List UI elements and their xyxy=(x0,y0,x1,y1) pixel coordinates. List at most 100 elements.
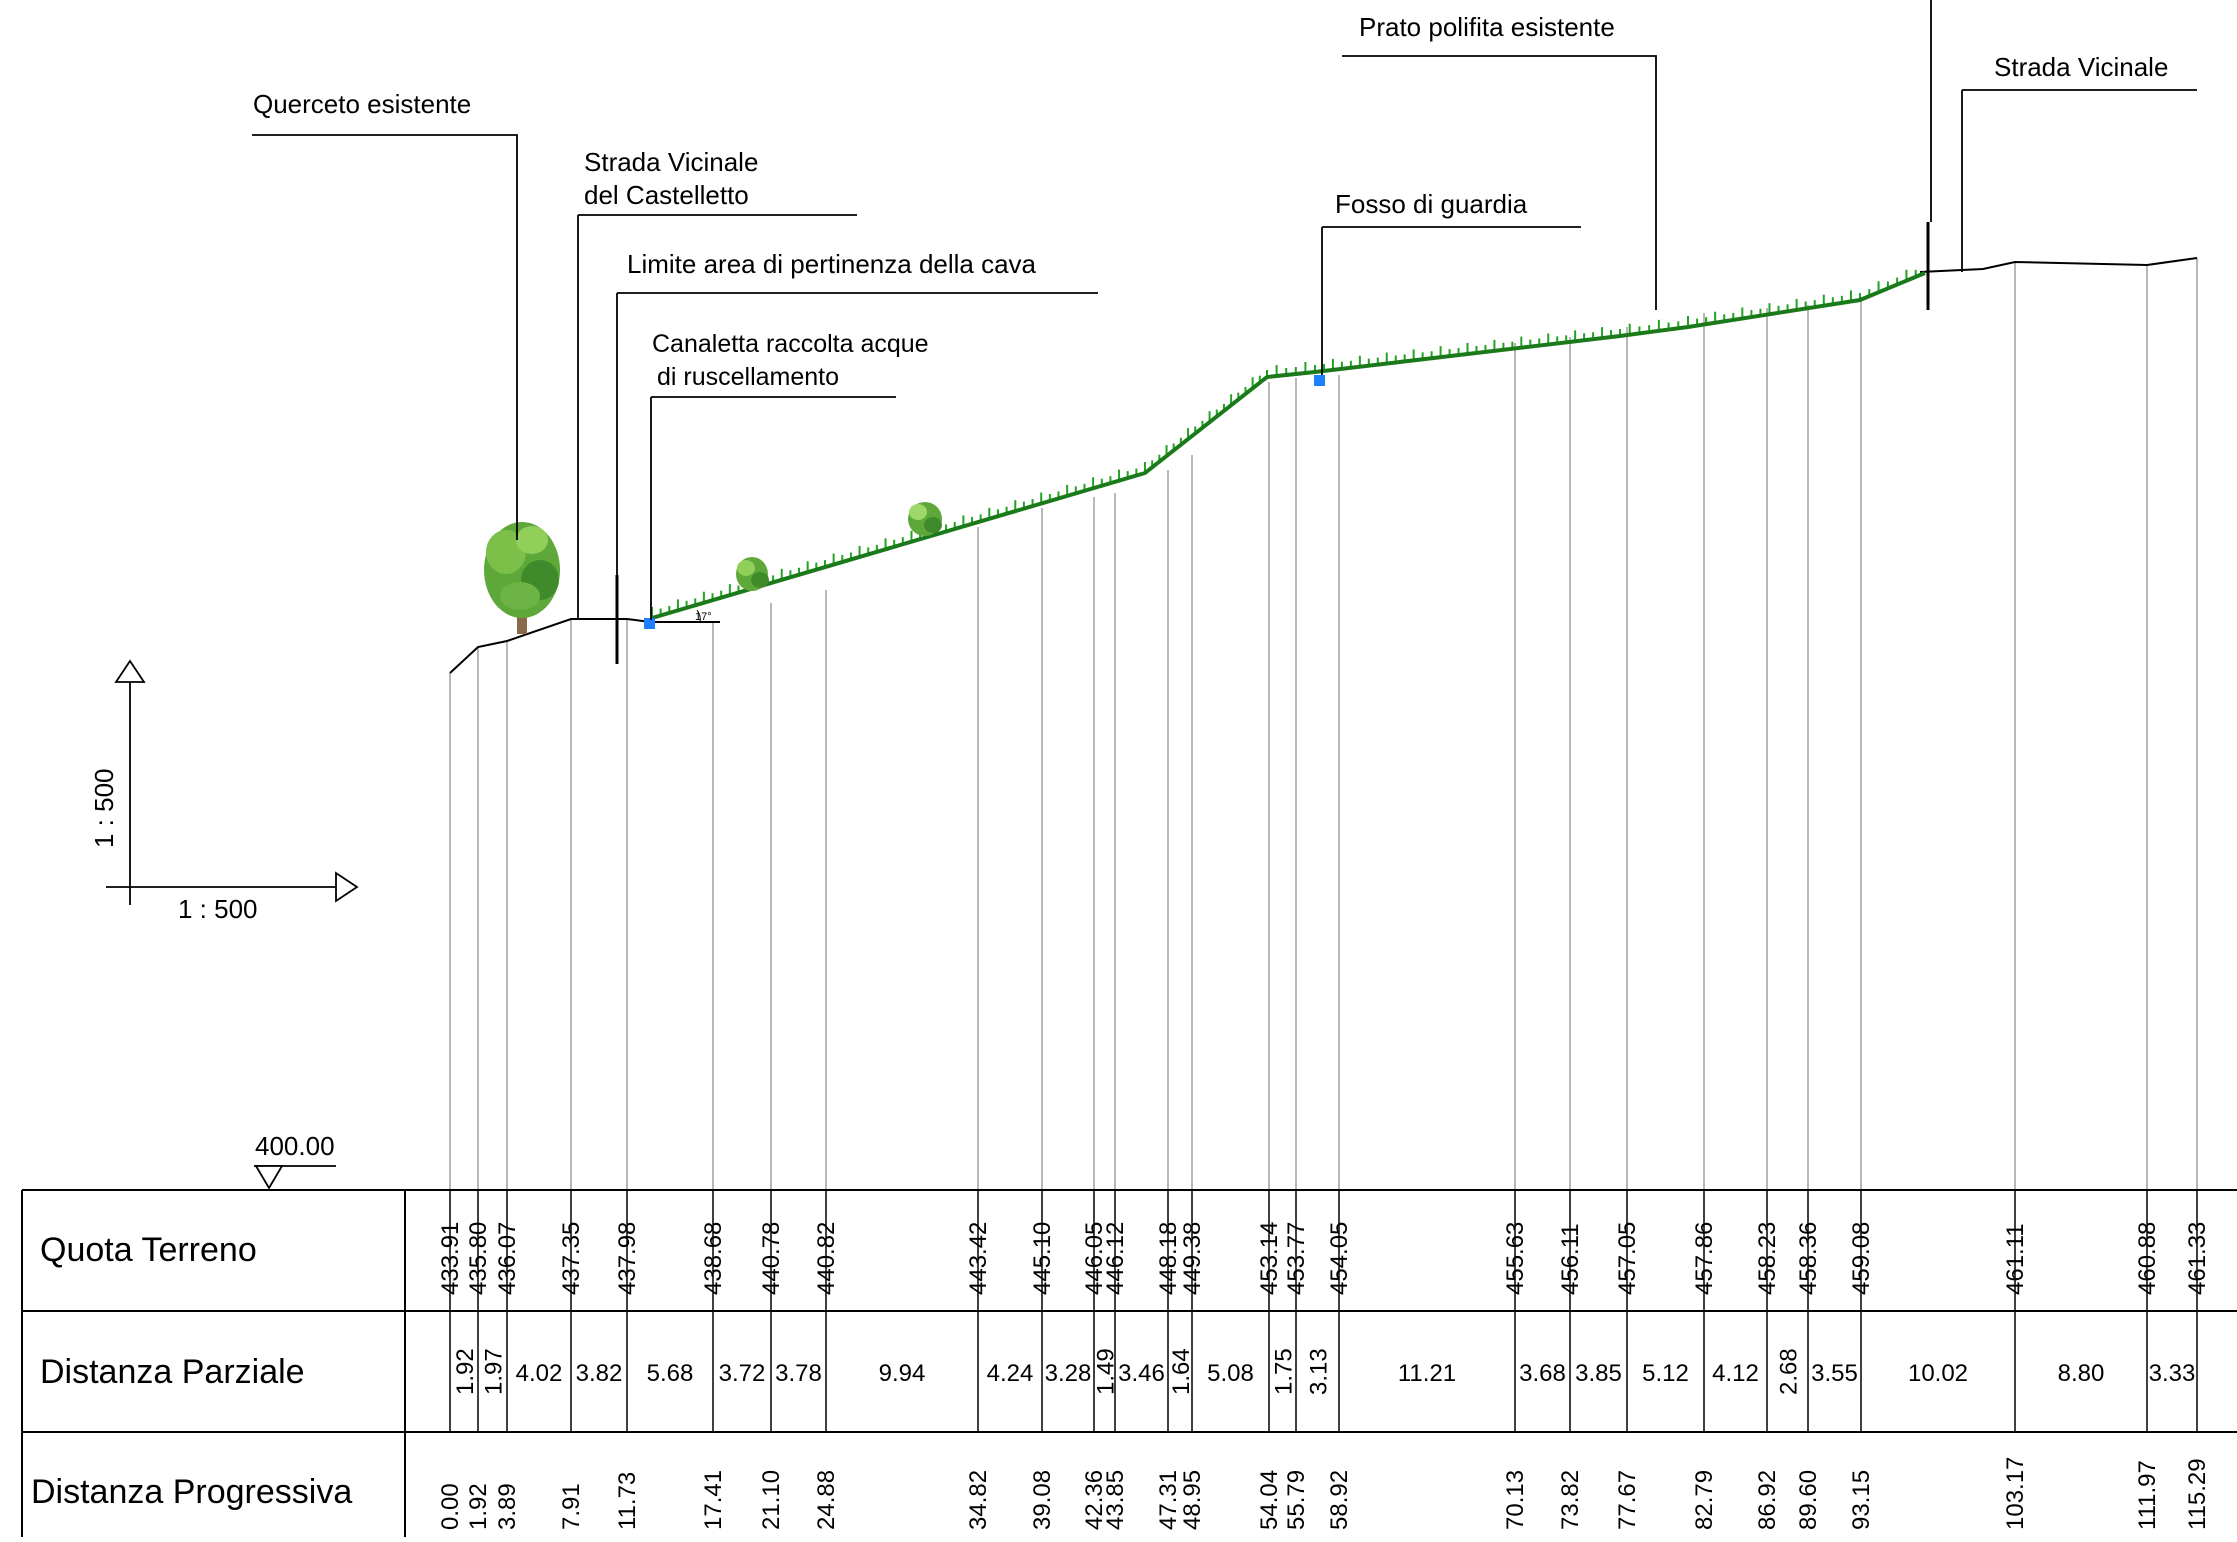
progressiva-value: 93.15 xyxy=(1848,1470,1875,1530)
label-canaletta-2: di ruscellamento xyxy=(657,363,839,391)
parziale-value: 1.97 xyxy=(481,1348,508,1395)
parziale-value: 4.02 xyxy=(516,1360,563,1387)
progressiva-value: 21.10 xyxy=(758,1470,785,1530)
quota-value: 448.18 xyxy=(1155,1222,1182,1295)
parziale-value: 3.33 xyxy=(2149,1360,2196,1387)
angle-label: 17° xyxy=(695,611,712,623)
quota-value: 461.11 xyxy=(2002,1223,2029,1295)
progressiva-value: 111.97 xyxy=(2134,1460,2161,1530)
label-querceto: Querceto esistente xyxy=(253,89,471,119)
parziale-value: 10.02 xyxy=(1908,1360,1968,1387)
progressiva-value: 70.13 xyxy=(1502,1470,1529,1530)
scale-axes xyxy=(106,659,359,905)
quota-value: 457.86 xyxy=(1691,1222,1718,1295)
quota-value: 453.77 xyxy=(1283,1222,1310,1295)
progressiva-value: 0.00 xyxy=(437,1483,464,1530)
label-prato: Prato polifita esistente xyxy=(1359,12,1615,42)
quota-value: 437.98 xyxy=(614,1222,641,1295)
label-strada-castelletto-1: Strada Vicinale xyxy=(584,147,758,177)
progressiva-value: 11.73 xyxy=(614,1472,641,1530)
quota-value: 436.07 xyxy=(494,1222,521,1295)
progressiva-value: 77.67 xyxy=(1614,1470,1641,1530)
label-fosso: Fosso di guardia xyxy=(1335,189,1528,219)
oak-tree-icon xyxy=(484,522,560,634)
parziale-value: 1.92 xyxy=(452,1348,479,1395)
quota-value: 437.35 xyxy=(558,1222,585,1295)
angle-arc xyxy=(696,609,701,623)
parziale-value: 1.75 xyxy=(1271,1348,1298,1395)
parziale-value: 3.55 xyxy=(1811,1360,1858,1387)
progressiva-value: 7.91 xyxy=(558,1483,585,1530)
parziale-value: 3.85 xyxy=(1575,1360,1622,1387)
parziale-value: 3.82 xyxy=(576,1360,623,1387)
quota-value: 455.63 xyxy=(1502,1222,1529,1295)
table-station-lines xyxy=(449,1190,2198,1432)
quota-value: 445.10 xyxy=(1029,1222,1056,1295)
progressiva-value: 17.41 xyxy=(700,1470,727,1530)
progressiva-value: 115.29 xyxy=(2184,1458,2211,1530)
parziale-value: 5.68 xyxy=(647,1360,694,1387)
progressiva-value: 58.92 xyxy=(1326,1470,1353,1530)
progressiva-value: 34.82 xyxy=(965,1470,992,1530)
quota-value: 453.14 xyxy=(1256,1222,1283,1295)
green-slope-line xyxy=(651,271,1926,620)
parziale-value: 4.12 xyxy=(1712,1360,1759,1387)
parziale-value: 8.80 xyxy=(2058,1360,2105,1387)
quota-value: 460.88 xyxy=(2134,1222,2161,1295)
quota-value: 454.05 xyxy=(1326,1222,1353,1295)
parziale-value: 4.24 xyxy=(987,1360,1034,1387)
progressiva-value: 55.79 xyxy=(1283,1470,1310,1530)
table-values: 433.91 0.00 435.80 1.92 436.07 3.89 437.35 7.91… xyxy=(437,1222,2211,1530)
quota-value: 458.36 xyxy=(1795,1222,1822,1295)
parziale-value: 3.46 xyxy=(1118,1360,1165,1387)
vertical-scale-label: 1 : 500 xyxy=(89,768,119,848)
quota-value: 459.08 xyxy=(1848,1222,1875,1295)
terrain-profile xyxy=(449,618,720,674)
quota-value: 449.38 xyxy=(1179,1222,1206,1295)
row-header-parziale: Distanza Parziale xyxy=(40,1353,305,1391)
label-canaletta-1: Canaletta raccolta acque xyxy=(652,330,929,358)
progressiva-value: 103.17 xyxy=(2002,1457,2029,1530)
label-strada-castelletto-2: del Castelletto xyxy=(584,180,749,210)
parziale-value: 5.12 xyxy=(1642,1360,1689,1387)
progressiva-value: 48.95 xyxy=(1179,1470,1206,1530)
progressiva-value: 1.92 xyxy=(465,1483,492,1530)
progressiva-value: 86.92 xyxy=(1754,1470,1781,1530)
parziale-value: 9.94 xyxy=(879,1360,926,1387)
quota-value: 456.11 xyxy=(1557,1223,1584,1295)
parziale-value: 1.49 xyxy=(1093,1348,1120,1395)
label-limite: Limite area di pertinenza della cava xyxy=(627,249,1037,279)
progressiva-value: 89.60 xyxy=(1795,1470,1822,1530)
progressiva-value: 42.36 xyxy=(1081,1470,1108,1530)
parziale-value: 3.28 xyxy=(1045,1360,1092,1387)
progressiva-value: 24.88 xyxy=(813,1470,840,1530)
leaders xyxy=(252,0,2197,620)
progressiva-value: 39.08 xyxy=(1029,1470,1056,1530)
parziale-value: 2.68 xyxy=(1776,1348,1803,1395)
progressiva-value: 54.04 xyxy=(1256,1470,1283,1530)
profile-table xyxy=(21,1189,2237,1537)
parziale-value: 3.13 xyxy=(1306,1348,1333,1395)
progressiva-value: 82.79 xyxy=(1691,1470,1718,1530)
shrub-icon xyxy=(908,502,942,536)
parziale-value: 3.78 xyxy=(775,1360,822,1387)
parziale-value: 3.68 xyxy=(1519,1360,1566,1387)
datum-triangle-icon xyxy=(254,1165,284,1190)
quota-value: 446.12 xyxy=(1102,1222,1129,1295)
horizontal-scale-label: 1 : 500 xyxy=(178,894,258,924)
progressiva-value: 73.82 xyxy=(1557,1470,1584,1530)
parziale-value: 11.21 xyxy=(1398,1360,1456,1387)
quota-value: 457.05 xyxy=(1614,1222,1641,1295)
progressiva-value: 43.85 xyxy=(1102,1470,1129,1530)
quota-value: 440.78 xyxy=(758,1222,785,1295)
row-header-progressiva: Distanza Progressiva xyxy=(31,1473,352,1511)
progressiva-value: 3.89 xyxy=(494,1483,521,1530)
quota-value: 438.68 xyxy=(700,1222,727,1295)
progressiva-value: 47.31 xyxy=(1155,1470,1182,1530)
station-lines xyxy=(449,258,2198,1190)
quota-value: 443.42 xyxy=(965,1222,992,1295)
quota-value: 446.05 xyxy=(1081,1222,1108,1295)
label-strada-vicinale: Strada Vicinale xyxy=(1994,52,2168,82)
quota-value: 433.91 xyxy=(437,1222,464,1295)
